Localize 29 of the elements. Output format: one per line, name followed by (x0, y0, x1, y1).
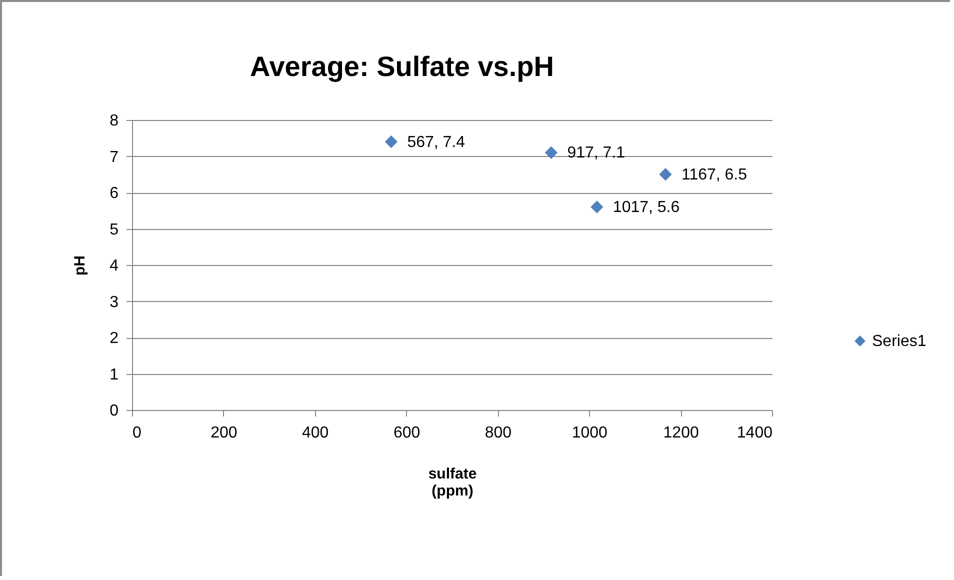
x-tick-label: 0 (132, 424, 142, 442)
y-tick-label: 5 (110, 221, 119, 238)
point (384, 135, 398, 148)
chart-title: Average: Sulfate vs.pH (250, 51, 554, 82)
x-axis-title: sulfate (ppm) (428, 466, 477, 500)
point (544, 146, 558, 159)
point (590, 200, 604, 214)
x-tick-label: 1200 (663, 424, 699, 442)
y-tick-label: 8 (110, 112, 119, 130)
y-tick-label: 0 (110, 402, 119, 420)
x-tick-label: 200 (210, 424, 238, 442)
y-tick-label: 4 (110, 258, 119, 274)
x-tick-label: 800 (484, 424, 512, 442)
x-tick-label: 1400 (736, 424, 773, 442)
data-label: 567, 7.4 (407, 134, 466, 151)
x-tick-label: 600 (393, 424, 420, 442)
y-axis-title: pH (72, 256, 89, 276)
y-tick-label: 1 (110, 366, 119, 384)
data-label: 1017, 5.6 (612, 199, 680, 216)
point (659, 168, 672, 181)
y-tick-label: 3 (110, 294, 119, 311)
y-tick-label: 7 (110, 148, 119, 166)
data-label: 1167, 6.5 (681, 166, 748, 184)
y-tick-label: 2 (110, 330, 119, 347)
data-label: 917, 7.1 (567, 144, 626, 162)
legend-label: Series1 (872, 333, 926, 350)
x-tick-label: 1000 (572, 424, 608, 442)
y-tick-label: 6 (110, 185, 119, 202)
x-tick-label: 400 (302, 424, 329, 442)
